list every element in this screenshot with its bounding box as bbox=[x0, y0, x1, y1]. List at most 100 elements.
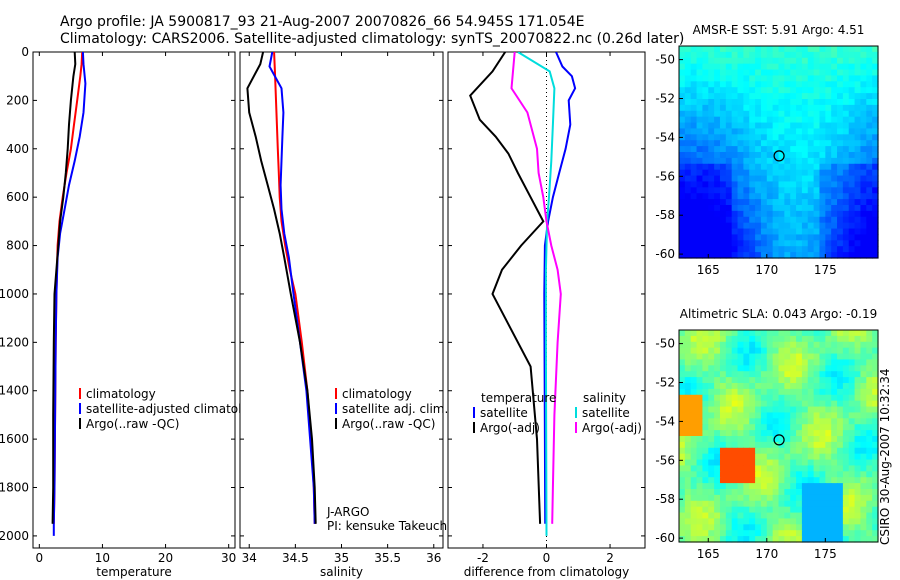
map-cell bbox=[866, 371, 873, 378]
map-cell bbox=[848, 234, 856, 241]
map-cell bbox=[679, 152, 686, 159]
map-cell bbox=[749, 246, 756, 253]
map-cell bbox=[766, 388, 774, 396]
map-cell bbox=[731, 441, 739, 449]
map-cell bbox=[696, 394, 704, 402]
map-cell bbox=[872, 140, 879, 147]
map-cell bbox=[848, 400, 856, 408]
map-cell bbox=[696, 365, 704, 372]
map-cell bbox=[825, 347, 832, 355]
map-cell bbox=[714, 228, 721, 236]
map-cell bbox=[831, 347, 838, 355]
map-cell bbox=[719, 240, 727, 247]
map-cell bbox=[714, 75, 721, 82]
map-cell bbox=[743, 347, 750, 355]
map-cell bbox=[696, 146, 704, 153]
map-cell bbox=[801, 512, 809, 520]
map-cell bbox=[831, 63, 838, 71]
map-cell bbox=[842, 388, 850, 396]
map-cell bbox=[860, 104, 867, 112]
map-cell bbox=[801, 477, 809, 484]
map-cell bbox=[725, 104, 733, 112]
map-cell bbox=[760, 471, 768, 478]
map-cell bbox=[714, 436, 721, 443]
map-cell bbox=[866, 246, 873, 253]
map-cell bbox=[719, 477, 727, 484]
map-cell bbox=[860, 234, 867, 241]
map-cell bbox=[679, 424, 686, 431]
map-cell bbox=[679, 181, 686, 188]
map-cell bbox=[725, 341, 733, 349]
map-cell bbox=[778, 483, 785, 490]
map-cell bbox=[702, 104, 709, 112]
map-cell bbox=[696, 377, 704, 384]
map-cell bbox=[831, 216, 838, 224]
map-cell bbox=[796, 240, 803, 247]
map-cell bbox=[766, 418, 774, 425]
map-cell bbox=[755, 365, 762, 372]
map-cell bbox=[772, 163, 780, 171]
map-cell bbox=[749, 216, 756, 224]
map-cell bbox=[872, 400, 879, 408]
map-cell bbox=[731, 353, 739, 361]
map-cell bbox=[831, 246, 838, 253]
map-cell bbox=[807, 447, 815, 455]
map-cell bbox=[719, 465, 727, 472]
map-cell bbox=[842, 240, 850, 247]
map-cell bbox=[801, 193, 809, 200]
map-cell bbox=[690, 447, 698, 455]
map-cell bbox=[825, 353, 832, 361]
map-cell bbox=[866, 394, 873, 402]
map-cell bbox=[807, 234, 815, 241]
map-cell bbox=[860, 441, 867, 449]
map-cell bbox=[679, 436, 686, 443]
map-cell bbox=[679, 412, 686, 419]
map-cell bbox=[719, 365, 727, 372]
map-cell bbox=[755, 110, 762, 118]
map-cell bbox=[702, 418, 709, 425]
map-cell bbox=[684, 424, 692, 431]
map-cell bbox=[796, 335, 803, 343]
map-cell bbox=[737, 181, 744, 188]
map-cell bbox=[778, 530, 785, 537]
y-tick-label: -56 bbox=[655, 169, 675, 183]
map-cell bbox=[690, 222, 698, 230]
map-cell bbox=[801, 500, 809, 508]
map-cell bbox=[825, 441, 832, 449]
map-cell bbox=[760, 512, 768, 520]
map-cell bbox=[784, 524, 791, 531]
map-cell bbox=[866, 210, 873, 218]
map-cell bbox=[807, 477, 815, 484]
map-cell bbox=[684, 347, 692, 355]
map-cell bbox=[708, 110, 715, 118]
map-cell bbox=[784, 116, 791, 124]
map-cell bbox=[831, 459, 838, 467]
map-cell bbox=[801, 205, 809, 212]
map-cell bbox=[743, 489, 750, 496]
map-cell bbox=[708, 512, 715, 520]
map-cell bbox=[842, 51, 850, 59]
map-cell bbox=[860, 222, 867, 230]
map-cell bbox=[872, 465, 879, 472]
map-cell bbox=[708, 506, 715, 514]
map-cell bbox=[749, 377, 756, 384]
map-cell bbox=[854, 46, 862, 53]
map-cell bbox=[766, 441, 774, 449]
map-cell bbox=[737, 240, 744, 247]
map-cell bbox=[714, 465, 721, 472]
map-cell bbox=[842, 216, 850, 224]
map-cell bbox=[837, 63, 844, 71]
map-cell bbox=[784, 157, 791, 165]
map-cell bbox=[801, 335, 809, 343]
map-cell bbox=[731, 175, 739, 183]
map-cell bbox=[796, 146, 803, 153]
map-cell bbox=[743, 205, 750, 212]
map-cell bbox=[831, 116, 838, 124]
map-cell bbox=[819, 216, 826, 224]
map-cell bbox=[848, 87, 856, 94]
map-cell bbox=[860, 453, 867, 461]
map-cell bbox=[854, 400, 862, 408]
map-cell bbox=[743, 187, 750, 194]
map-cell bbox=[784, 412, 791, 419]
map-cell bbox=[737, 87, 744, 94]
